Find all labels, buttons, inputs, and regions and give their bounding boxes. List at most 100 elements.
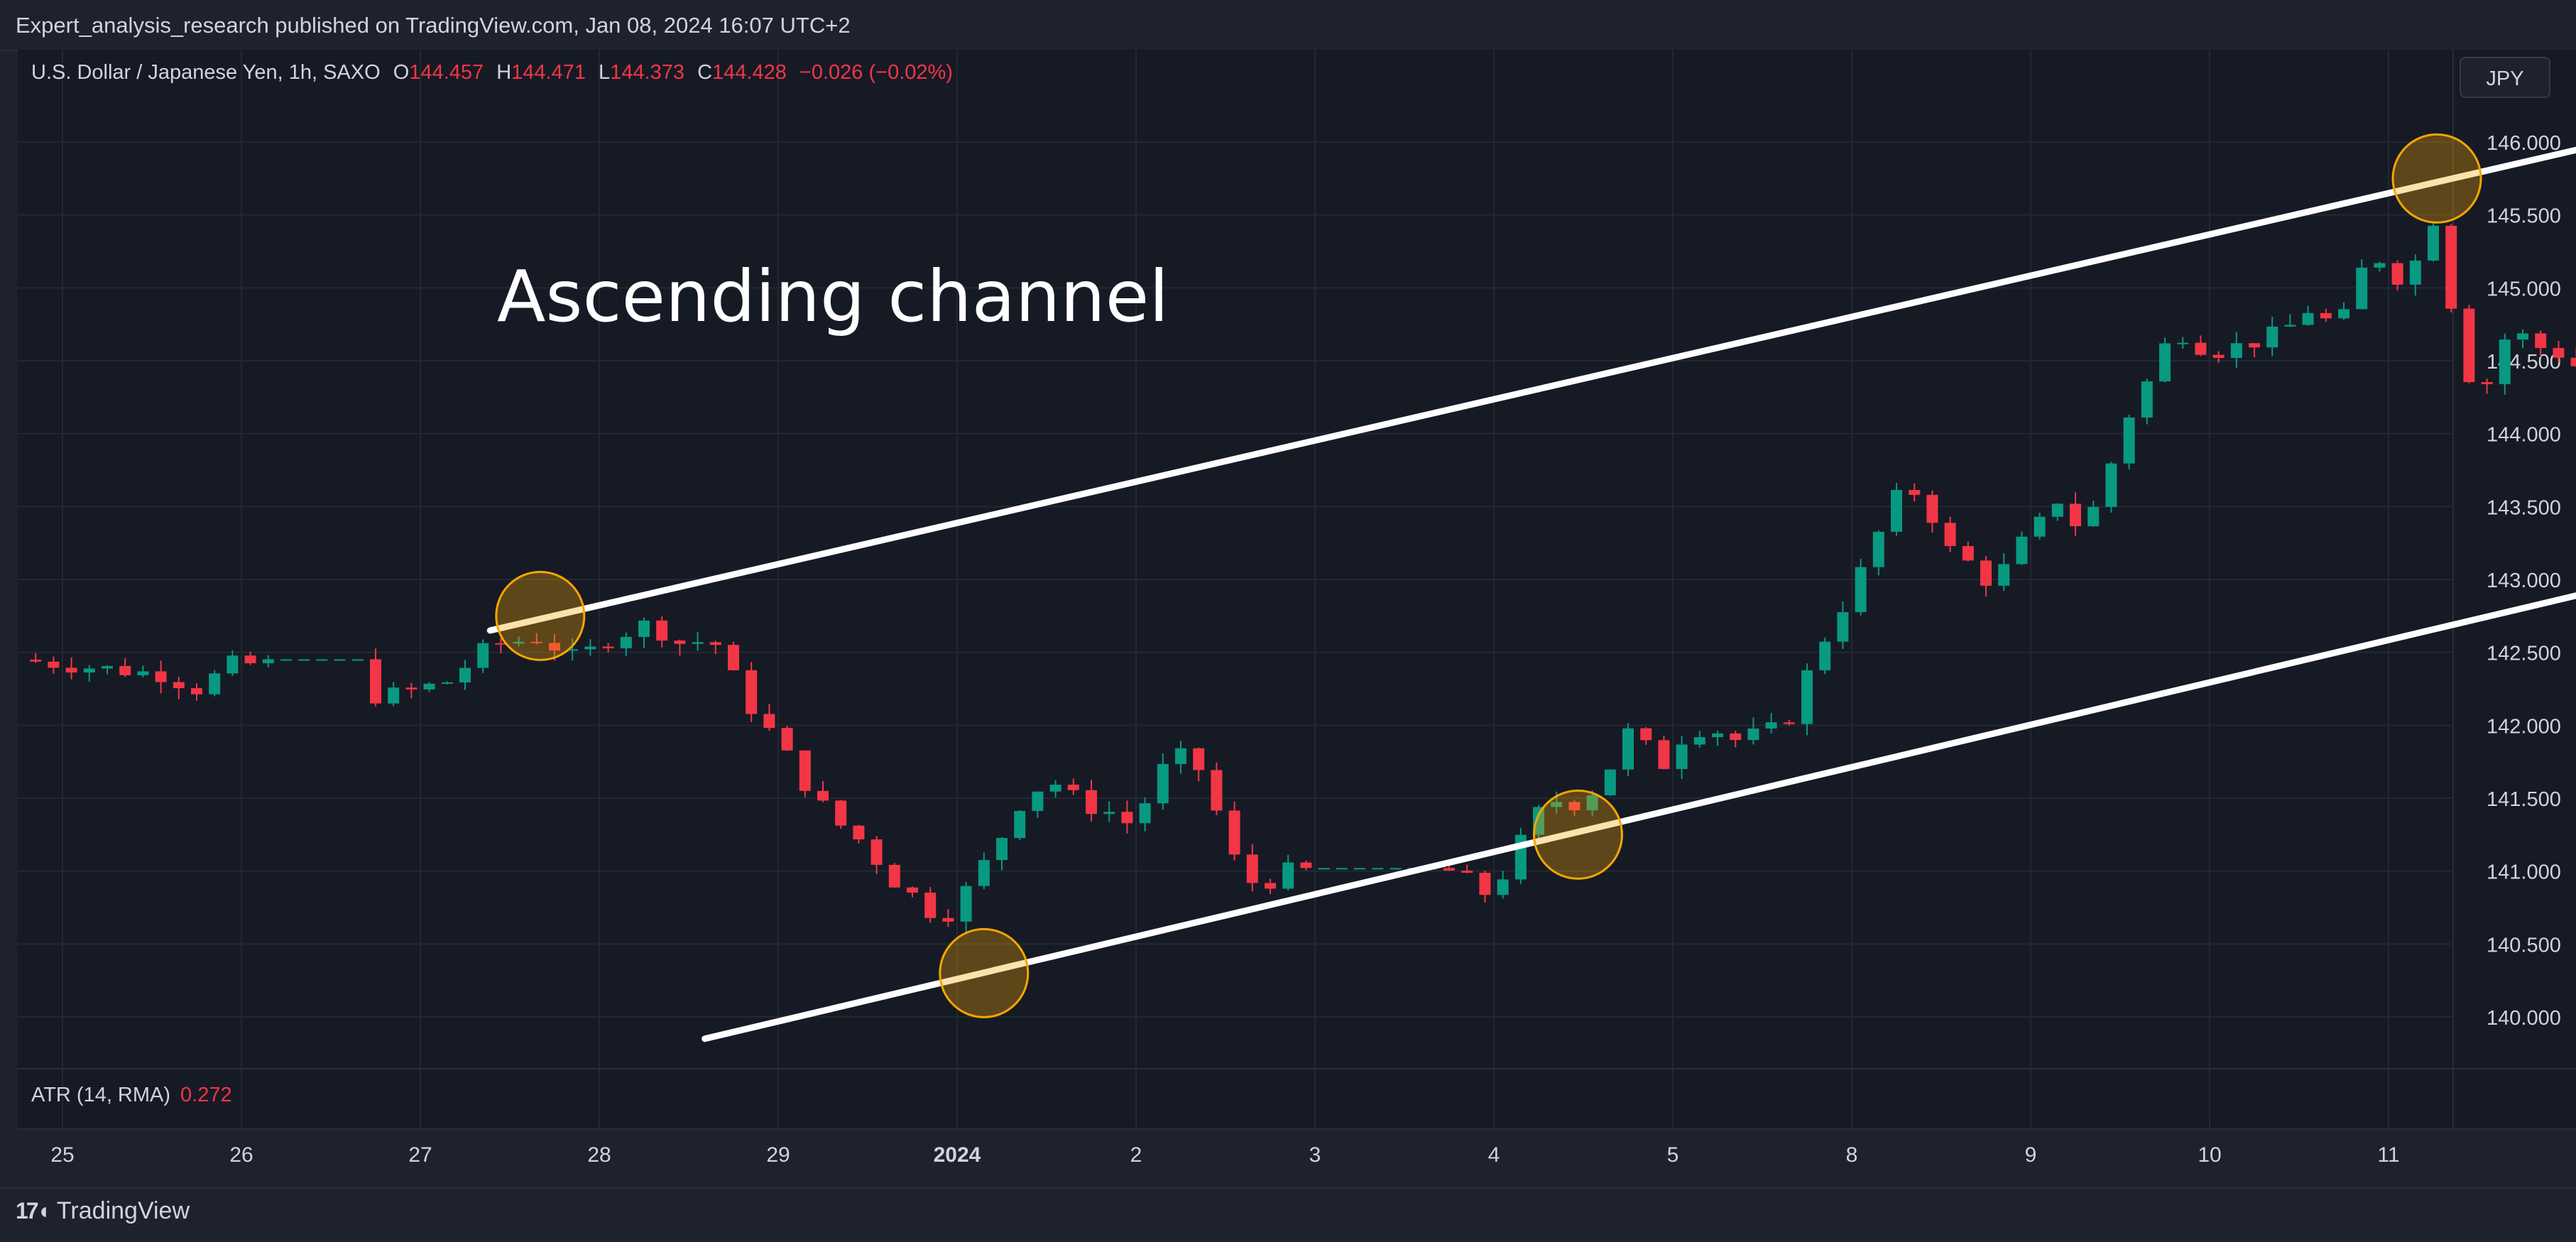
close-label: C xyxy=(697,61,713,84)
open-value: 144.457 xyxy=(409,61,484,84)
time-tick-label: 5 xyxy=(1667,1143,1679,1167)
candle-body xyxy=(1604,769,1616,795)
candle-body xyxy=(817,790,829,801)
candle-body xyxy=(853,825,865,840)
candle-body xyxy=(1872,531,1884,567)
symbol-name: U.S. Dollar / Japanese Yen, 1h, SAXO xyxy=(31,61,381,84)
time-tick-label: 11 xyxy=(2377,1143,2399,1167)
time-tick-label: 10 xyxy=(2198,1143,2221,1167)
open-label: O xyxy=(393,61,410,84)
candle-body xyxy=(1282,862,1294,889)
price-tick-label: 141.500 xyxy=(2487,788,2561,811)
candle-body xyxy=(1228,810,1240,855)
candle-body xyxy=(1157,763,1169,804)
candle-body xyxy=(2570,357,2576,366)
candle-body xyxy=(781,728,793,751)
candle-body xyxy=(1676,744,1688,769)
tradingview-brand[interactable]: 17◖ TradingView xyxy=(16,1197,190,1225)
candle-body xyxy=(692,642,704,644)
time-tick-label: 3 xyxy=(1309,1143,1321,1167)
candle-body xyxy=(1246,854,1258,883)
price-tick-label: 145.500 xyxy=(2487,205,2561,228)
candle-body xyxy=(83,668,95,673)
candle-body xyxy=(1533,807,1544,835)
candle-body xyxy=(2105,463,2117,507)
candle-body xyxy=(2535,333,2547,349)
candle-body xyxy=(155,671,167,682)
candle-body xyxy=(674,641,686,644)
candle-body xyxy=(1801,670,1813,724)
candle-body xyxy=(1712,733,1723,738)
time-tick-label: 25 xyxy=(50,1143,74,1167)
price-tick-label: 143.500 xyxy=(2487,496,2561,519)
candle-body xyxy=(2391,263,2403,285)
candle-body xyxy=(1086,790,1097,815)
candle-body xyxy=(1103,812,1115,815)
candle-body xyxy=(1372,868,1384,870)
time-tick-label: 8 xyxy=(1846,1143,1858,1167)
symbol-legend: U.S. Dollar / Japanese Yen, 1h, SAXO O14… xyxy=(31,61,953,85)
time-tick-label: 2 xyxy=(1130,1143,1142,1167)
candle-body xyxy=(763,714,775,729)
brand-name: TradingView xyxy=(56,1197,190,1224)
candle-body xyxy=(209,673,221,694)
candle-body xyxy=(2553,348,2565,358)
candle-body xyxy=(1300,862,1312,868)
candle-body xyxy=(1479,873,1491,895)
candle-body xyxy=(602,646,614,648)
candle-body xyxy=(119,665,131,675)
candle-body xyxy=(495,643,507,645)
annotation-ascending-channel: Ascending channel xyxy=(497,255,1169,338)
candle-body xyxy=(924,892,937,918)
candle-body xyxy=(1998,564,2010,586)
candle-body xyxy=(334,659,346,661)
candle-body xyxy=(244,655,256,663)
candle-body xyxy=(1909,489,1921,495)
low-value: 144.373 xyxy=(610,61,685,84)
candle-body xyxy=(1336,868,1348,870)
candle-body xyxy=(1962,545,1974,561)
price-tick-label: 144.000 xyxy=(2487,424,2561,447)
candle-body xyxy=(2070,503,2081,527)
candle-body xyxy=(191,688,202,694)
candle-body xyxy=(1819,641,1831,670)
candle-body xyxy=(370,659,381,704)
touch-point-highlight xyxy=(495,570,586,661)
candle-body xyxy=(2141,381,2153,418)
channel-upper-line xyxy=(486,146,2576,634)
candle-body xyxy=(1855,567,1867,613)
candle-body xyxy=(1318,868,1330,870)
time-tick-label: 27 xyxy=(408,1143,432,1167)
candle-body xyxy=(2428,225,2439,261)
time-tick-label: 28 xyxy=(587,1143,611,1167)
candle-body xyxy=(2463,308,2475,383)
publisher-line: Expert_analysis_research published on Tr… xyxy=(16,13,851,38)
candle-body xyxy=(2409,260,2421,285)
candle-body xyxy=(1693,737,1705,745)
touch-point-highlight xyxy=(2391,133,2482,224)
candle-body xyxy=(1461,870,1473,873)
chart-pane[interactable] xyxy=(18,50,2576,1130)
candle-body xyxy=(405,687,417,690)
channel-lower-line xyxy=(702,592,2576,1042)
high-label: H xyxy=(496,61,512,84)
candle-body xyxy=(978,860,990,886)
candle-body xyxy=(388,687,400,704)
candle-body xyxy=(620,636,632,648)
candle-body xyxy=(2284,325,2296,327)
change-value: −0.026 (−0.02%) xyxy=(799,61,953,84)
candle-body xyxy=(477,643,489,668)
candle-body xyxy=(2051,503,2063,517)
candle-body xyxy=(2302,312,2314,325)
currency-button[interactable]: JPY xyxy=(2460,57,2550,98)
price-tick-label: 143.000 xyxy=(2487,570,2561,592)
candle-body xyxy=(960,886,972,922)
touch-point-highlight xyxy=(1532,789,1623,880)
candle-body xyxy=(1193,748,1205,770)
candle-body xyxy=(2177,342,2189,344)
candle-body xyxy=(2034,516,2046,537)
touch-point-highlight xyxy=(939,927,1030,1018)
candle-body xyxy=(298,659,310,661)
candle-body xyxy=(1783,722,1795,724)
